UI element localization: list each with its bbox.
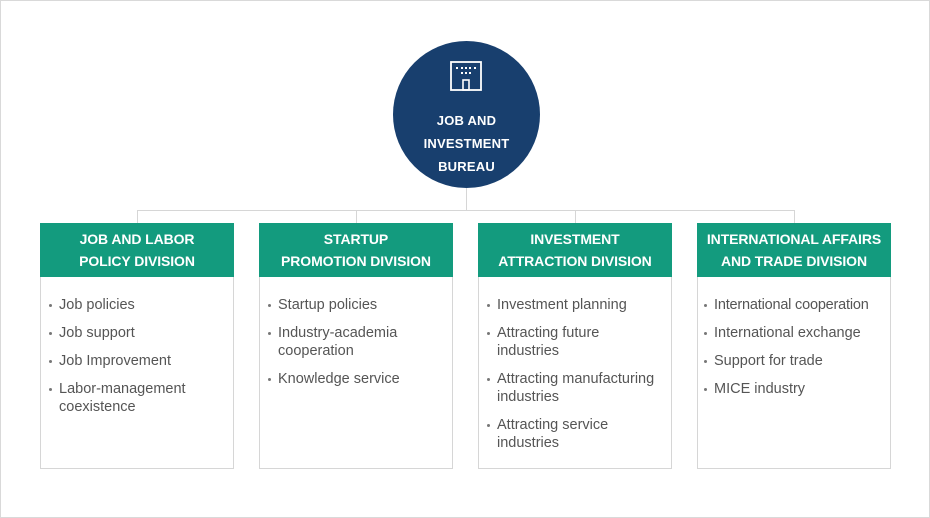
division-item: Attracting manufacturing industries	[486, 370, 677, 406]
connector-horizontal	[137, 210, 794, 211]
division-item: International exchange	[703, 324, 887, 342]
division-title: JOB AND LABOR POLICY DIVISION	[79, 231, 195, 269]
connector-division-2	[356, 210, 357, 223]
building-icon	[450, 61, 482, 91]
division-item: Attracting future industries	[486, 324, 627, 360]
bureau-node: JOB AND INVESTMENT BUREAU	[393, 41, 540, 188]
division-item: Investment planning	[486, 296, 670, 314]
division-item: Job Improvement	[48, 352, 232, 370]
connector-division-4	[794, 210, 795, 223]
division-items: International cooperation International …	[703, 296, 887, 408]
division-items: Job policies Job support Job Improvement…	[48, 296, 232, 426]
division-title: STARTUP PROMOTION DIVISION	[281, 231, 431, 269]
division-startup-promotion: STARTUP PROMOTION DIVISION Startup polic…	[259, 223, 453, 469]
division-item: MICE industry	[703, 380, 887, 398]
division-header: INVESTMENT ATTRACTION DIVISION	[478, 223, 672, 277]
division-item: Support for trade	[703, 352, 887, 370]
division-item: Industry-academia cooperation	[267, 324, 428, 360]
division-header: STARTUP PROMOTION DIVISION	[259, 223, 453, 277]
division-item: Attracting service industries	[486, 416, 627, 452]
division-item: Job policies	[48, 296, 232, 314]
division-job-labor: JOB AND LABOR POLICY DIVISION Job polici…	[40, 223, 234, 469]
division-title: INTERNATIONAL AFFAIRS AND TRADE DIVISION	[706, 231, 882, 269]
division-item: Job support	[48, 324, 232, 342]
connector-division-3	[575, 210, 576, 223]
division-item: Knowledge service	[267, 370, 451, 388]
connector-division-1	[137, 210, 138, 223]
division-international-trade: INTERNATIONAL AFFAIRS AND TRADE DIVISION…	[697, 223, 891, 469]
division-header: JOB AND LABOR POLICY DIVISION	[40, 223, 234, 277]
division-header: INTERNATIONAL AFFAIRS AND TRADE DIVISION	[697, 223, 891, 277]
division-title: INVESTMENT ATTRACTION DIVISION	[498, 231, 652, 269]
division-item: International cooperation	[703, 296, 887, 314]
division-items: Startup policies Industry-academia coope…	[267, 296, 451, 398]
division-items: Investment planning Attracting future in…	[486, 296, 670, 462]
connector-root-stem	[466, 188, 467, 211]
bureau-label: JOB AND INVESTMENT BUREAU	[423, 113, 510, 174]
division-investment-attraction: INVESTMENT ATTRACTION DIVISION Investmen…	[478, 223, 672, 469]
division-item: Startup policies	[267, 296, 451, 314]
division-item: Labor-management coexistence	[48, 380, 209, 416]
